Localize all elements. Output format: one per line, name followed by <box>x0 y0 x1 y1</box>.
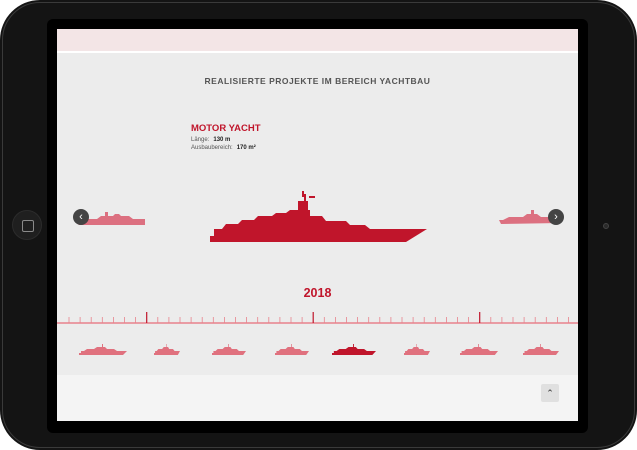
spec-area: Ausbaubereich: 170 m² <box>191 145 256 151</box>
chevron-up-icon: ⌃ <box>546 388 554 398</box>
spec-area-label: Ausbaubereich: <box>191 145 233 151</box>
project-thumbnail[interactable] <box>404 344 430 356</box>
thumbnail-yacht-shape <box>154 344 180 355</box>
page-heading: REALISIERTE PROJEKTE IM BEREICH YACHTBAU <box>204 76 431 86</box>
thumbnail-yacht-shape <box>332 344 376 355</box>
home-button[interactable] <box>12 210 42 240</box>
scroll-top-button[interactable]: ⌃ <box>541 384 559 402</box>
front-camera <box>603 223 609 229</box>
project-thumbnail[interactable] <box>212 344 246 356</box>
project-thumbnail[interactable] <box>275 344 309 356</box>
previous-yacht-silhouette <box>75 212 145 225</box>
top-bar <box>57 29 578 53</box>
timeline <box>57 312 578 324</box>
thumbnail-yacht-shape <box>460 344 498 355</box>
next-yacht-silhouette <box>499 210 561 224</box>
project-title: MOTOR YACHT <box>191 123 261 134</box>
spec-area-value: 170 m² <box>236 145 256 151</box>
screen: REALISIERTE PROJEKTE IM BEREICH YACHTBAU… <box>57 29 578 421</box>
next-arrow-button[interactable]: › <box>548 209 564 225</box>
project-thumbnail[interactable] <box>332 344 376 356</box>
footer-area <box>57 375 578 421</box>
previous-arrow-button[interactable]: ‹ <box>73 209 89 225</box>
thumbnail-yacht-shape <box>523 344 559 355</box>
project-thumbnail[interactable] <box>154 344 180 356</box>
chevron-right-icon: › <box>554 211 558 223</box>
spec-length-label: Länge: <box>191 137 210 143</box>
spec-length: Länge: 130 m <box>191 137 230 143</box>
thumbnail-yacht-shape <box>79 344 127 355</box>
project-thumbnail[interactable] <box>460 344 498 356</box>
thumbnail-yacht-shape <box>275 344 309 355</box>
project-year: 2018 <box>303 286 332 300</box>
project-thumbnail[interactable] <box>79 344 127 356</box>
home-button-icon <box>22 220 34 232</box>
chevron-left-icon: ‹ <box>79 211 83 223</box>
project-thumbnail[interactable] <box>523 344 559 356</box>
thumbnail-yacht-shape <box>404 344 430 355</box>
main-yacht-silhouette <box>210 191 427 242</box>
thumbnail-yacht-shape <box>212 344 246 355</box>
spec-length-value: 130 m <box>213 137 231 143</box>
